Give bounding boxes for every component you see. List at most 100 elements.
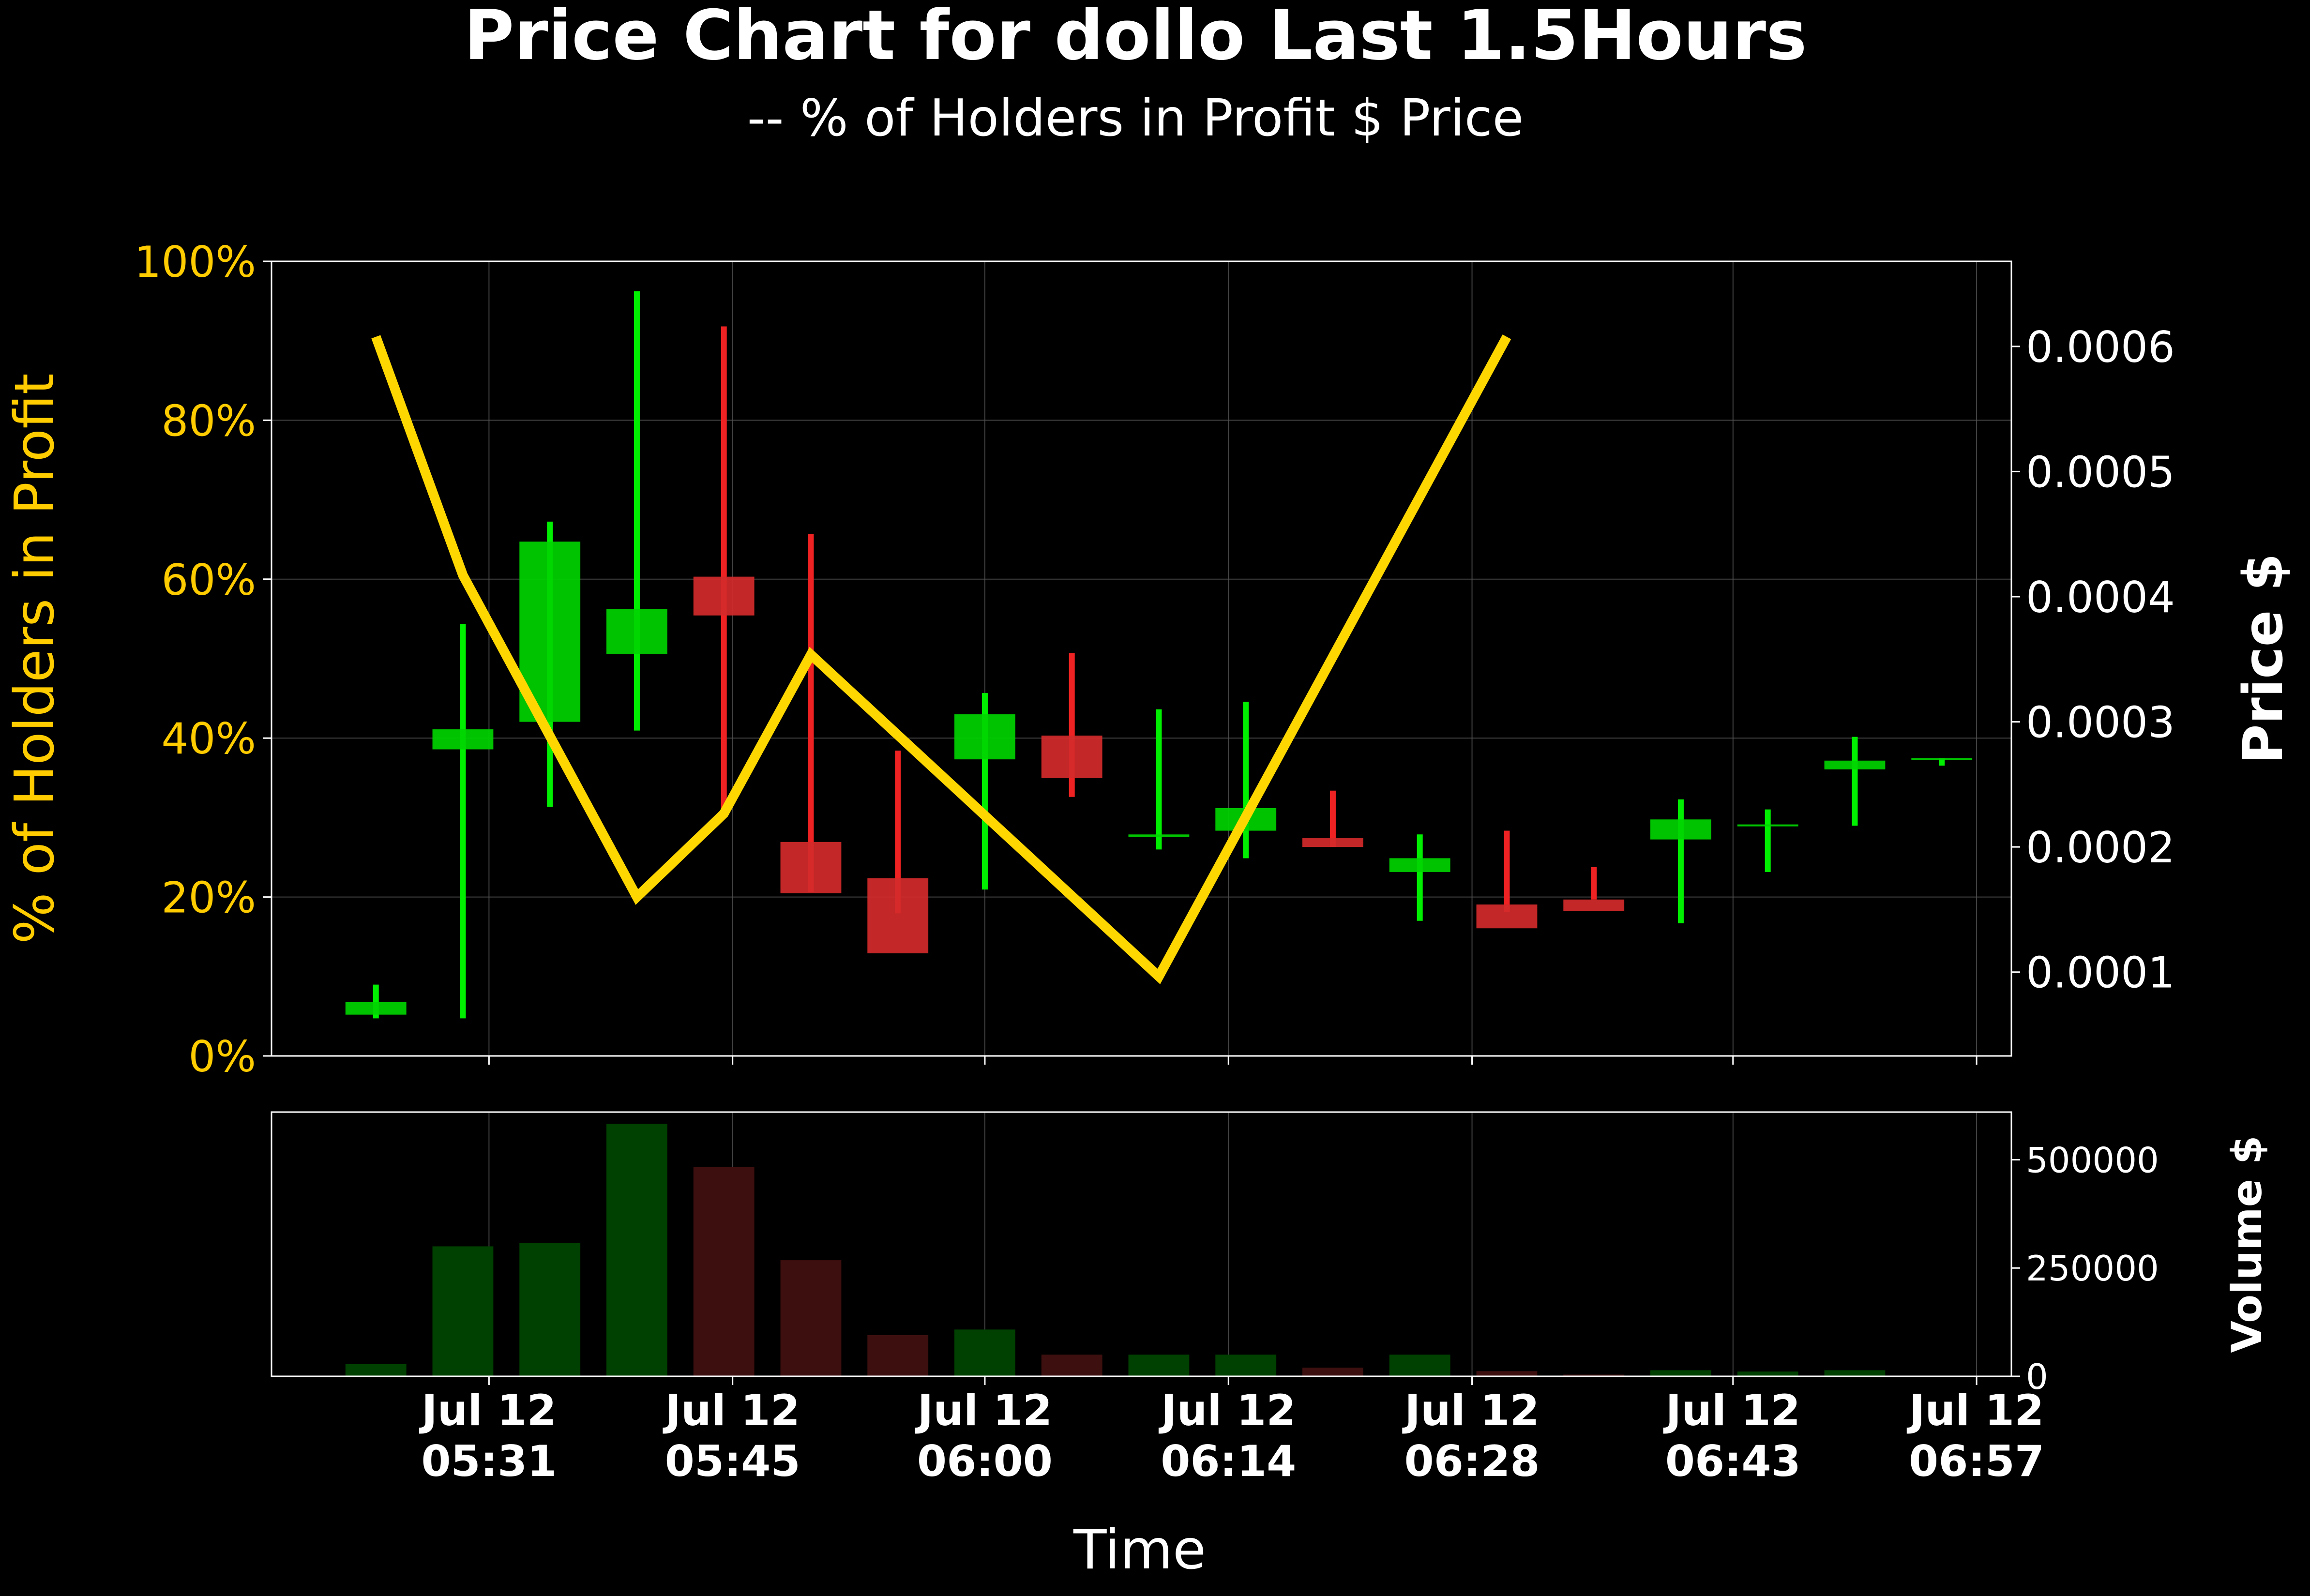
candle [1824, 737, 1886, 826]
x-axis-label: Time [1073, 1519, 1206, 1581]
candle [1650, 799, 1711, 923]
candle [1737, 809, 1798, 872]
volume-bar-series [345, 1124, 1973, 1376]
x-tick-label-date: Jul 12 [1663, 1385, 1800, 1435]
candle-body [780, 842, 842, 893]
candlestick-series [345, 291, 1973, 1019]
right-tick-label: 0.0003 [2026, 698, 2175, 748]
candle-body [1128, 834, 1190, 837]
volume-bar [1476, 1371, 1538, 1376]
volume-bar [1128, 1355, 1190, 1376]
x-tick-label-time: 05:31 [421, 1436, 557, 1486]
candle [1302, 790, 1363, 847]
x-tick-label-time: 06:43 [1665, 1436, 1801, 1486]
candle-body [606, 609, 667, 654]
volume-bar [693, 1167, 755, 1376]
chart-subtitle: -- % of Holders in Profit $ Price [747, 89, 1524, 148]
volume-bar [780, 1260, 842, 1376]
volume-bar [1737, 1371, 1798, 1376]
candle-body [693, 576, 755, 616]
left-tick-label: 0% [188, 1032, 256, 1082]
left-tick-label: 20% [161, 873, 256, 923]
volume-axis-label: Volume $ [2223, 1135, 2271, 1353]
volume-bar [606, 1124, 667, 1376]
x-tick-label-date: Jul 12 [663, 1385, 800, 1435]
volume-bar [1389, 1355, 1450, 1376]
candle [1563, 867, 1625, 911]
candle [1476, 830, 1538, 929]
candle-body [1389, 858, 1450, 872]
x-tick-label-date: Jul 12 [1402, 1385, 1540, 1435]
volume-plot-frame [271, 1111, 2012, 1377]
right-axis-ticks: 0.0001 0.0002 0.0003 0.0004 0.0005 0.0006 [2011, 322, 2175, 998]
volume-bar [432, 1246, 494, 1376]
x-tick-label-time: 06:57 [1909, 1436, 2044, 1486]
volume-bar [954, 1329, 1015, 1376]
left-tick-label: 80% [161, 396, 256, 446]
candle [1389, 834, 1450, 921]
x-tick-label-date: Jul 12 [915, 1385, 1053, 1435]
volume-bar [1041, 1355, 1102, 1376]
x-tick-label-date: Jul 12 [1159, 1385, 1296, 1435]
candle [606, 291, 667, 731]
left-axis-label: % of Holders in Profit [3, 373, 66, 944]
left-tick-label: 100% [134, 237, 256, 287]
main-plot-frame [271, 260, 2012, 1057]
volume-tick-label: 250000 [2026, 1248, 2159, 1289]
candle-body [867, 878, 929, 953]
volume-bar [519, 1243, 581, 1376]
left-tick-label: 60% [161, 555, 256, 605]
candle [432, 624, 494, 1019]
right-tick-label: 0.0002 [2026, 823, 2175, 873]
right-tick-label: 0.0001 [2026, 948, 2175, 998]
candle [954, 693, 1015, 890]
candle-body [345, 1002, 407, 1015]
holders-line-series [371, 334, 1511, 984]
candle [780, 534, 842, 893]
candle [867, 751, 929, 953]
candle-body [1824, 760, 1886, 769]
left-tick-label: 40% [161, 714, 256, 764]
candle [1128, 709, 1190, 850]
candle-body [1041, 736, 1102, 778]
candle-body [954, 714, 1015, 760]
volume-bar [1650, 1370, 1711, 1376]
candle-body [1737, 824, 1798, 827]
candle-body [1911, 758, 1973, 760]
candle-body [1476, 904, 1538, 929]
volume-bar [345, 1364, 407, 1376]
candle [693, 326, 755, 811]
volume-bar [1563, 1374, 1625, 1376]
x-tick-label-time: 06:28 [1404, 1436, 1540, 1486]
candle [1911, 758, 1973, 766]
volume-bar [867, 1335, 929, 1376]
right-tick-label: 0.0005 [2026, 447, 2175, 497]
candle [1041, 653, 1102, 797]
volume-tick-label: 0 [2026, 1356, 2048, 1397]
x-tick-label-date: Jul 12 [1907, 1385, 2044, 1435]
volume-bar [1824, 1370, 1886, 1376]
volume-bar [1215, 1355, 1277, 1376]
right-axis-label: Price $ [2232, 554, 2295, 764]
candle-body [1563, 899, 1625, 911]
volume-bar [1302, 1368, 1363, 1376]
main-grid [272, 261, 2011, 1056]
candle-body [1302, 838, 1363, 847]
volume-tick-label: 500000 [2026, 1140, 2159, 1180]
x-tick-label-time: 06:00 [917, 1436, 1053, 1486]
candle-body [432, 729, 494, 750]
x-tick-label-date: Jul 12 [419, 1385, 557, 1435]
chart-title: Price Chart for dollo Last 1.5Hours [464, 0, 1807, 75]
candle [345, 984, 407, 1019]
right-tick-label: 0.0006 [2026, 322, 2175, 372]
holders-in-profit-line [371, 334, 1511, 984]
right-tick-label: 0.0004 [2026, 572, 2175, 622]
left-axis-ticks: 0% 20% 40% 60% 80% 100% [134, 237, 272, 1082]
x-tick-label-time: 06:14 [1161, 1436, 1296, 1486]
candle-body [1650, 819, 1711, 840]
volume-axis-ticks: 0 250000 500000 [2011, 1140, 2159, 1397]
x-tick-label-time: 05:45 [665, 1436, 800, 1486]
